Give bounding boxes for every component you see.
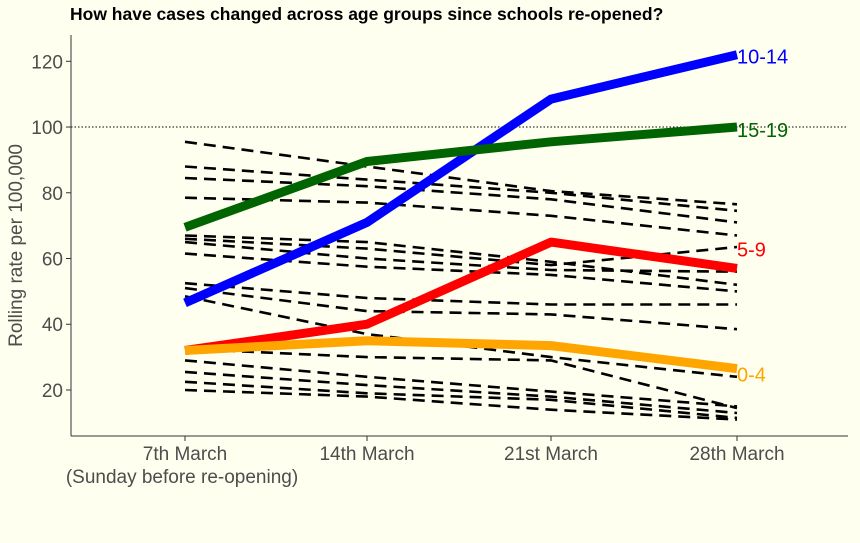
other-age-series-line-2 xyxy=(184,165,738,213)
other-age-series-line-11 xyxy=(184,295,738,379)
other-age-series-line-9 xyxy=(184,281,737,306)
y-tick-label: 100 xyxy=(31,118,63,139)
other-age-series-line-8 xyxy=(184,252,738,293)
series-line-15-19 xyxy=(183,122,738,232)
y-tick-label: 40 xyxy=(42,315,63,336)
y-axis-label: Rolling rate per 100,000 xyxy=(6,144,27,347)
other-age-series-line-4 xyxy=(184,196,738,237)
chart-title: How have cases changed across age groups… xyxy=(70,4,664,24)
other-age-series-line-16 xyxy=(184,388,738,421)
other-age-series-line-15 xyxy=(184,380,738,420)
other-age-series-line-5 xyxy=(184,234,738,287)
series-line-5-9 xyxy=(184,237,738,355)
other-age-series-line-10 xyxy=(184,286,738,331)
x-tick-label: 28th March xyxy=(689,444,784,465)
x-tick-label: 14th March xyxy=(319,444,414,465)
other-age-series-line-1 xyxy=(184,140,738,206)
other-age-series-line-14 xyxy=(184,370,738,415)
y-tick-label: 80 xyxy=(42,184,63,205)
other-age-series-line-3 xyxy=(184,176,738,224)
series-line-10-14 xyxy=(183,50,739,308)
series-label-15-19: 15-19 xyxy=(737,120,788,142)
other-age-series-line-13 xyxy=(184,359,738,408)
series-label-10-14: 10-14 xyxy=(737,47,788,69)
x-tick-label: 7th March xyxy=(143,444,227,465)
y-tick-label: 60 xyxy=(42,250,63,271)
x-tick-sublabel: (Sunday before re-opening) xyxy=(66,467,298,488)
other-age-series-line-12 xyxy=(184,347,738,410)
other-age-series-line-7 xyxy=(184,240,738,273)
series-label-5-9: 5-9 xyxy=(737,239,766,261)
series-line-0-4 xyxy=(184,336,738,374)
y-tick-label: 20 xyxy=(42,381,63,402)
series-label-0-4: 0-4 xyxy=(737,365,766,387)
x-tick-label: 21st March xyxy=(504,444,598,465)
y-tick-label: 120 xyxy=(31,52,63,73)
